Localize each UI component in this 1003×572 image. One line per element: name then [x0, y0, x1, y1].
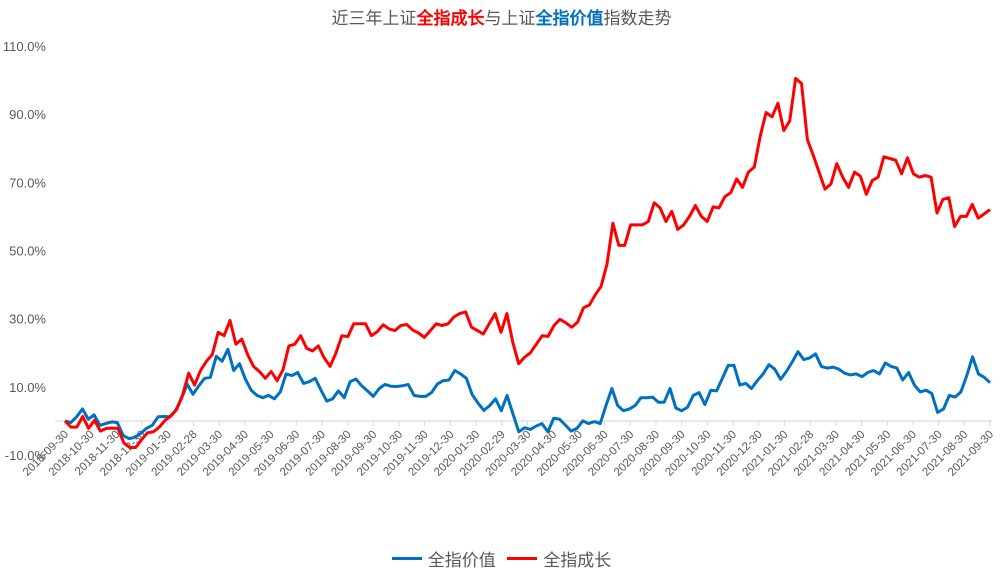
legend-item-growth[interactable]: 全指成长	[507, 546, 611, 571]
title-segment-3: 与上证	[484, 9, 536, 29]
y-tick-label: 10.0%	[9, 380, 46, 395]
y-tick-label: 50.0%	[9, 244, 46, 259]
title-segment-1: 近三年上证	[331, 9, 417, 29]
title-segment-5: 指数走势	[603, 9, 672, 29]
y-tick-label: 90.0%	[9, 107, 46, 122]
y-tick-label: 110.0%	[3, 39, 47, 54]
y-tick-label: 30.0%	[9, 312, 46, 327]
legend-label-growth: 全指成长	[543, 551, 612, 571]
y-tick-label: 70.0%	[9, 175, 46, 190]
y-tick-label: -10.0%	[5, 448, 47, 463]
title-value-index: 全指价值	[535, 9, 604, 29]
series-lines	[63, 76, 992, 449]
growth-index-line	[63, 76, 991, 449]
chart-title: 近三年上证全指成长与上证全指价值指数走势	[0, 4, 1003, 29]
legend-swatch-value	[391, 557, 422, 560]
line-chart: -10.0% 10.0% 30.0% 50.0% 70.0% 90.0% 110.0% 20…	[3, 39, 996, 479]
title-growth-index: 全指成长	[416, 9, 485, 29]
x-axis: 2018-09-302018-10-302018-11-302018-12-30…	[21, 420, 996, 479]
legend-label-value: 全指价值	[427, 551, 496, 571]
value-index-line	[64, 347, 992, 441]
legend-swatch-growth	[507, 557, 538, 560]
y-axis: -10.0% 10.0% 30.0% 50.0% 70.0% 90.0% 110.0%	[3, 39, 47, 463]
legend-item-value[interactable]: 全指价值	[391, 546, 496, 571]
legend: 全指价值 全指成长	[0, 545, 1003, 571]
